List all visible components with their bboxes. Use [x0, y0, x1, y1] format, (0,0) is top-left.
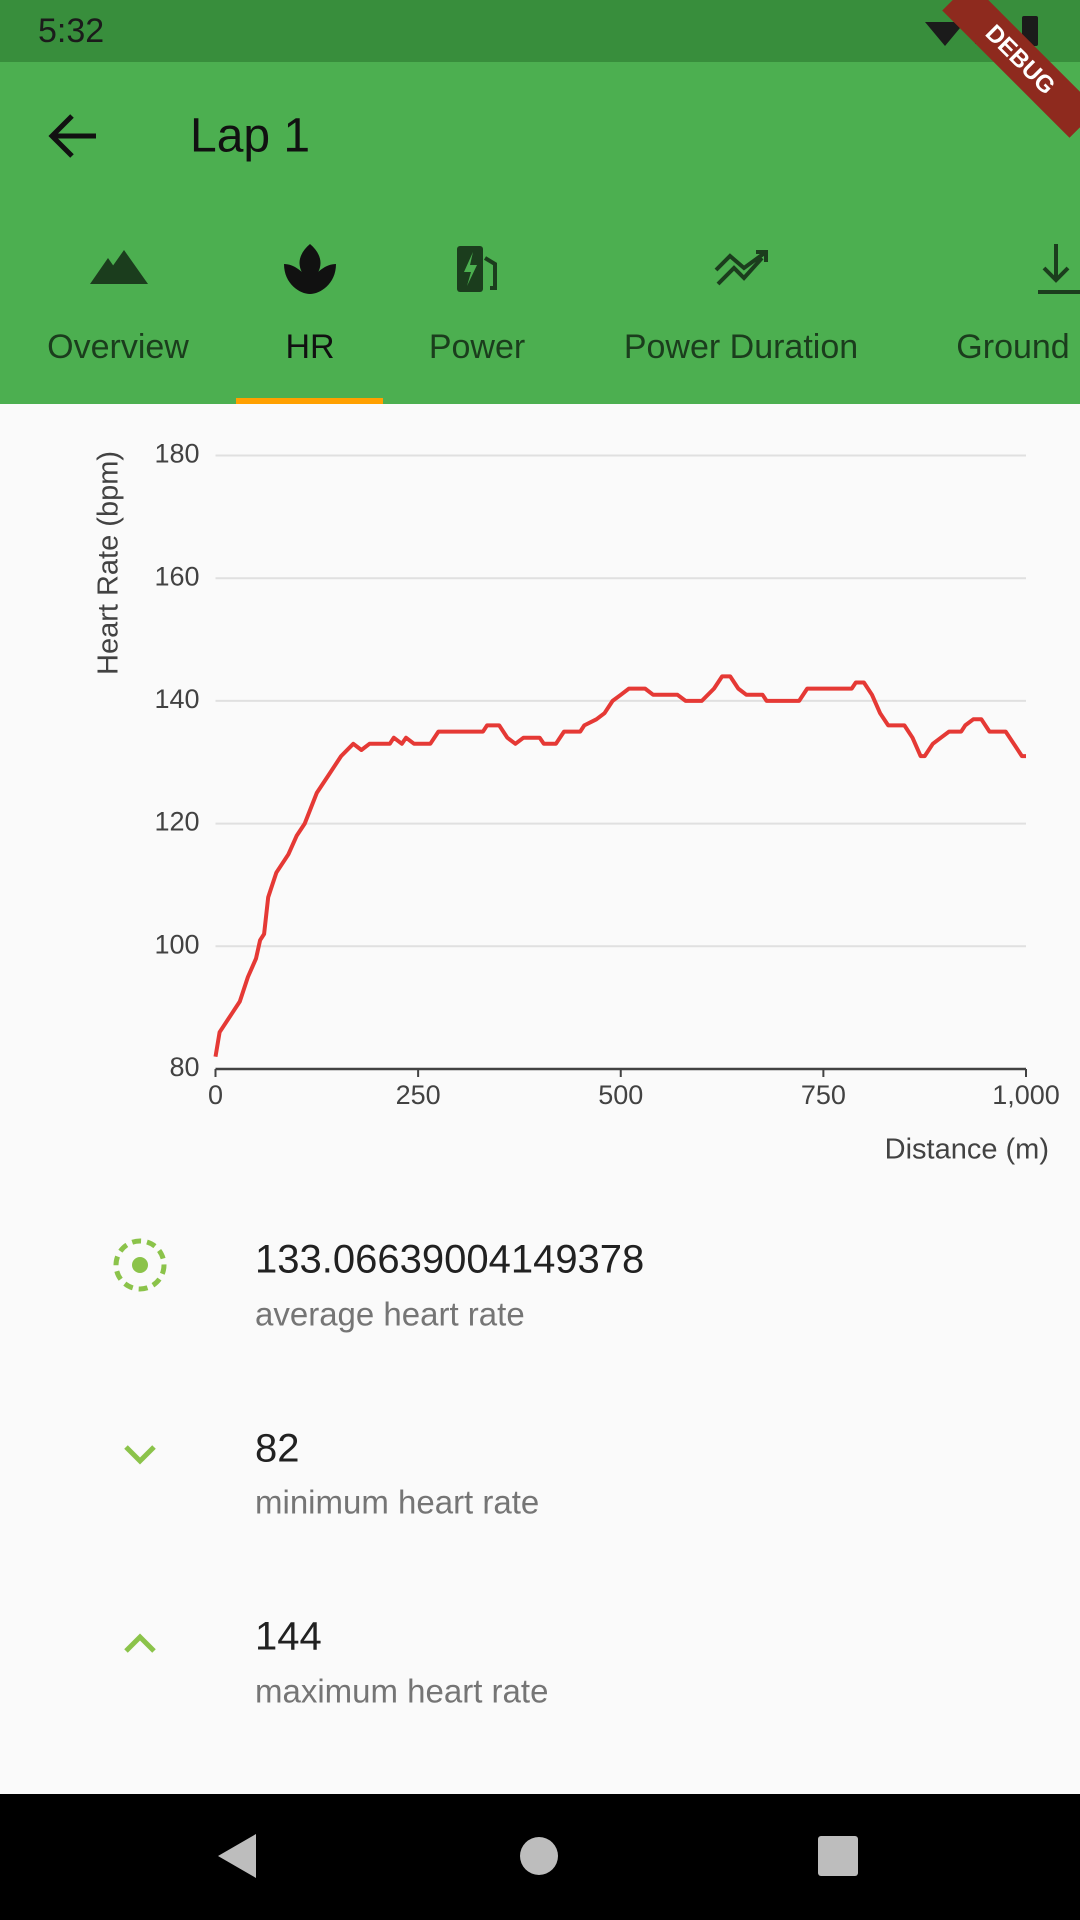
tab-icon	[714, 250, 768, 286]
tab-power-duration[interactable]: Power Duration	[624, 250, 858, 366]
app-title: Lap 1	[190, 110, 310, 163]
tab-label: Ground	[956, 328, 1069, 366]
stat-maximum: 144 maximum heart rate	[124, 1615, 548, 1710]
stat-label: average heart rate	[255, 1296, 525, 1333]
average-icon	[113, 1238, 167, 1292]
stat-label: maximum heart rate	[255, 1673, 548, 1710]
tab-ground[interactable]: Ground	[956, 244, 1080, 366]
minimum-icon	[124, 1445, 156, 1465]
x-axis-title: Distance (m)	[885, 1134, 1049, 1166]
nav-back[interactable]	[218, 1834, 256, 1878]
debug-ribbon	[942, 0, 1080, 138]
y-tick-label: 140	[154, 684, 199, 714]
tab-icon	[1038, 244, 1080, 294]
tab-label: Overview	[47, 328, 189, 366]
stat-label: minimum heart rate	[255, 1484, 539, 1521]
stat-value: 82	[255, 1427, 300, 1471]
tab-label: Power Duration	[624, 328, 858, 366]
nav-recents[interactable]	[818, 1836, 858, 1876]
stat-minimum: 82 minimum heart rate	[124, 1427, 539, 1521]
wifi-icon	[925, 22, 965, 46]
y-tick-label: 120	[154, 807, 199, 837]
y-tick-label: 180	[154, 439, 199, 469]
tab-indicator	[236, 398, 383, 404]
maximum-icon	[124, 1633, 156, 1653]
y-tick-label: 100	[154, 929, 199, 959]
stat-value: 133.06639004149378	[255, 1238, 644, 1282]
heart-rate-line	[213, 674, 1026, 1058]
chart: 80 100 120 140 160 180 0 250 500 750 1,000 Heart Ra…	[93, 439, 1060, 1166]
tab-label: Power	[429, 328, 525, 366]
status-time: 5:32	[38, 12, 104, 50]
tab-label: HR	[285, 328, 334, 366]
tab-power[interactable]: Power	[429, 246, 525, 366]
nav-home[interactable]	[520, 1837, 558, 1875]
tab-icon-bolt	[464, 252, 477, 286]
app-bar	[0, 62, 1080, 404]
y-tick-label: 160	[154, 561, 199, 591]
x-tick-label: 500	[598, 1080, 643, 1110]
y-axis-title: Heart Rate (bpm)	[93, 451, 125, 675]
x-tick-label: 750	[801, 1080, 846, 1110]
tab-hr[interactable]: HR	[284, 244, 336, 366]
x-tick-label: 1,000	[992, 1080, 1060, 1110]
x-tick-label: 250	[396, 1080, 441, 1110]
average-icon-dot	[132, 1257, 148, 1273]
tab-overview[interactable]: Overview	[47, 250, 189, 366]
tab-icon	[90, 250, 148, 284]
stat-value: 144	[255, 1615, 322, 1659]
back-button[interactable]	[48, 114, 96, 158]
x-tick-label: 0	[208, 1080, 223, 1110]
tab-icon	[284, 244, 336, 294]
tab-icon-pump	[483, 256, 497, 290]
y-tick-label: 80	[169, 1052, 199, 1082]
stat-average: 133.06639004149378 average heart rate	[113, 1238, 644, 1333]
status-bar	[0, 0, 1080, 62]
